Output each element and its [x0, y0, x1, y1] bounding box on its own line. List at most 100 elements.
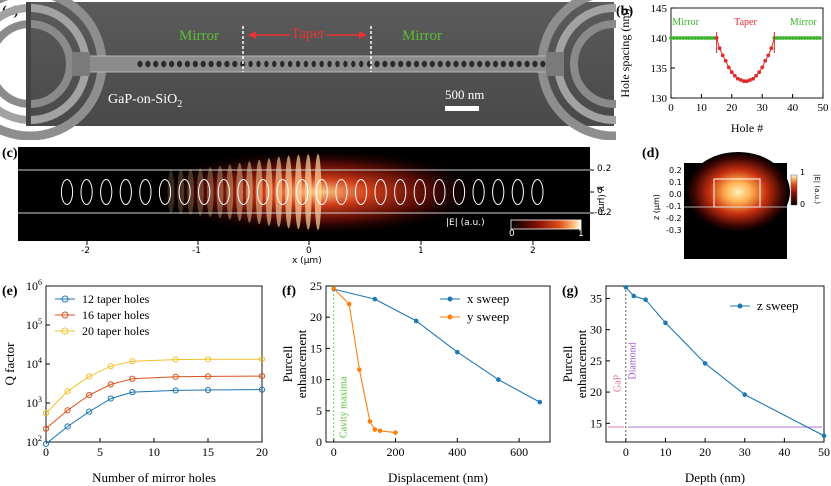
x-tick-label: 40 [778, 445, 790, 459]
sem-hole [500, 60, 506, 68]
x-tick-label: 600 [510, 445, 528, 459]
data-point [86, 391, 93, 399]
field-hole-outline [433, 179, 446, 205]
d-xtick: 0.0 [730, 239, 743, 248]
x-tick-label: 0 [623, 445, 629, 459]
data-point [742, 79, 746, 84]
field-map-d [684, 152, 798, 259]
annotation-mirror-right: Mirror [790, 17, 817, 28]
sem-hole [319, 60, 324, 68]
data-point [781, 36, 786, 40]
mirror-label-left: Mirror [179, 28, 219, 44]
field-lobe [295, 154, 302, 230]
y-tick-label: 0 [316, 435, 322, 449]
sem-hole [272, 60, 277, 68]
data-point [815, 36, 819, 40]
x-tick-label: 20 [726, 102, 738, 114]
sem-hole [374, 60, 380, 68]
data-point [799, 36, 804, 40]
data-point [805, 36, 810, 40]
colorbar-d-max: 1 [800, 168, 806, 177]
series-line [45, 375, 263, 429]
field-hole-outline [80, 179, 93, 205]
sem-hole [232, 60, 238, 68]
data-point [702, 36, 707, 40]
annotation-taper: Taper [734, 17, 757, 28]
data-point [705, 36, 710, 40]
d-ytick: -0.3 [666, 226, 682, 235]
sem-hole [437, 60, 443, 68]
c-xtick: 1 [418, 246, 424, 256]
field-hole-outline [315, 179, 328, 205]
data-point [42, 410, 50, 417]
x-tick-label: 30 [757, 102, 769, 114]
taper-label: Taper [291, 26, 325, 42]
x-tick-label: 20 [699, 445, 711, 459]
x-tick-label: 20 [256, 445, 268, 459]
sem-hole [366, 60, 372, 68]
field-hole-outline [472, 179, 485, 205]
data-point [377, 428, 383, 434]
x-axis-label: Hole # [731, 121, 763, 135]
c-xtick: 0 [306, 246, 312, 256]
d-xlabel: y (μm) [723, 250, 750, 259]
legend-marker [447, 314, 453, 320]
data-point [708, 36, 713, 40]
c-ytick: 0 [597, 186, 603, 196]
sem-hole [192, 60, 198, 68]
sem-hole [256, 60, 261, 68]
data-point [763, 58, 768, 63]
field-hole-outline [413, 179, 426, 205]
data-point [204, 386, 212, 394]
x-tick-label: 10 [696, 102, 708, 114]
data-point [699, 36, 704, 40]
field-hole-outline [158, 179, 172, 205]
data-point [678, 36, 683, 40]
sem-hole [153, 60, 159, 68]
sem-hole [477, 60, 483, 68]
d-ytick: -0.1 [666, 202, 682, 211]
data-point [732, 73, 737, 78]
sem-hole [445, 60, 451, 68]
data-point [717, 46, 722, 51]
sem-hole [382, 60, 388, 68]
data-point [86, 373, 93, 380]
field-hole-outline [139, 179, 152, 205]
c-ytick: -0.2 [594, 208, 612, 218]
field-hole-outline [394, 179, 407, 205]
y-tick-label: 25 [590, 354, 602, 368]
sem-hole [359, 60, 364, 68]
sem-hole [469, 60, 475, 68]
data-point [129, 358, 136, 365]
data-point [696, 36, 701, 40]
sem-hole [516, 60, 522, 68]
c-xlabel: x (μm) [292, 256, 322, 266]
sem-hole [280, 60, 285, 68]
y-tick-label: 10 [310, 373, 322, 387]
data-point [42, 425, 50, 432]
x-axis-label: Depth (nm) [685, 470, 745, 485]
sem-hole [335, 60, 340, 68]
y-axis-label: Hole spacing (nm) [618, 8, 632, 97]
y-tick-label: 103 [26, 395, 42, 410]
data-point [726, 65, 731, 70]
field-lobe [314, 154, 322, 230]
y-axis-label: Purcellenhancement [280, 329, 309, 398]
sem-hole [461, 60, 467, 68]
field-hole-outline [531, 179, 544, 205]
photonic-crystal-holes [137, 60, 546, 68]
field-hole-outline [198, 179, 211, 205]
data-point [107, 363, 114, 370]
data-point [760, 65, 765, 70]
data-point [711, 36, 716, 40]
annotation-mirror-left: Mirror [672, 17, 699, 28]
data-point [669, 36, 673, 40]
sem-hole [137, 60, 143, 68]
data-point [769, 46, 774, 51]
field-hole-outline [178, 179, 191, 205]
data-point [787, 36, 792, 40]
data-point [258, 372, 266, 380]
sem-hole [532, 60, 538, 68]
y-tick-label: 20 [590, 385, 602, 399]
sem-hole [485, 60, 491, 68]
